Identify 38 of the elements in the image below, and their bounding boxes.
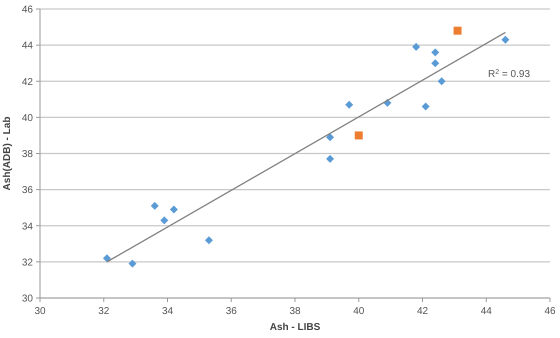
y-tick-label: 44: [22, 40, 34, 52]
x-tick-label: 34: [162, 306, 174, 317]
x-tick-label: 32: [98, 306, 110, 317]
x-tick-label: 44: [480, 306, 492, 317]
x-tick-label: 46: [544, 306, 556, 317]
point: [326, 133, 334, 142]
x-tick-label: 42: [416, 306, 428, 317]
y-tick-label: 40: [22, 112, 34, 124]
y-tick-label: 30: [22, 294, 34, 304]
point: [431, 59, 440, 68]
point: [160, 216, 168, 224]
y-tick-label: 46: [22, 4, 34, 16]
x-axis-title: Ash - LIBS: [270, 322, 321, 333]
point: [326, 154, 334, 163]
y-tick-label: 34: [22, 221, 34, 232]
y-tick-label: 38: [22, 149, 34, 160]
point: [354, 131, 363, 140]
point: [412, 42, 420, 51]
x-tick-label: 40: [353, 306, 365, 317]
point: [431, 48, 440, 56]
y-tick-label: 36: [22, 185, 34, 196]
y-axis-title: Ash(ADB) - Lab: [2, 116, 13, 190]
point: [150, 202, 159, 210]
annotation: R$^{2}$ = 0.93: [488, 68, 530, 80]
point: [422, 102, 430, 111]
point: [501, 36, 510, 44]
y-tick-label: 42: [22, 76, 34, 88]
point: [204, 236, 213, 244]
point: [102, 254, 111, 262]
point: [128, 260, 136, 268]
x-tick-label: 36: [226, 306, 238, 317]
point: [345, 100, 354, 109]
point: [170, 205, 178, 214]
y-tick-label: 32: [22, 257, 34, 268]
x-tick-label: 30: [34, 306, 46, 317]
point: [438, 77, 446, 86]
x-tick-label: 38: [289, 306, 301, 317]
point: [454, 26, 462, 35]
